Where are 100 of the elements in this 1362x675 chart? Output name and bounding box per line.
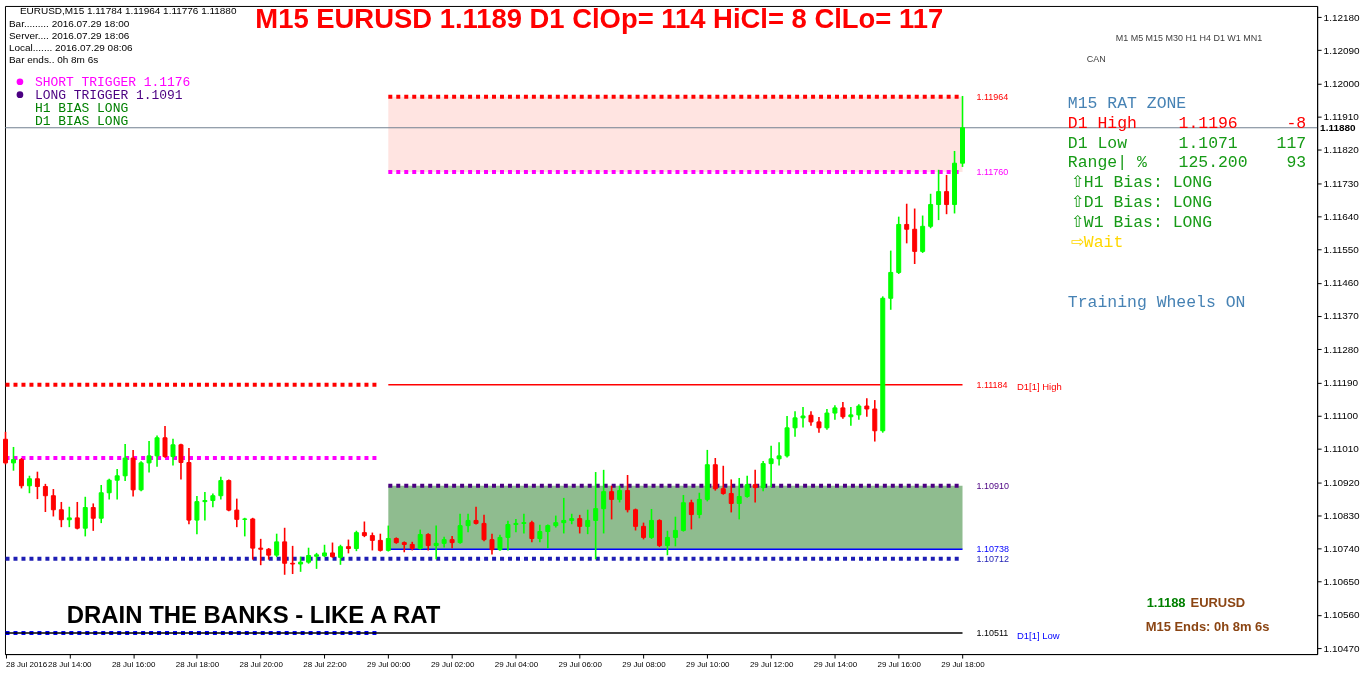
candlestick — [234, 498, 240, 528]
candlestick — [353, 530, 359, 552]
y-tick-label: 1.11820 — [1323, 144, 1360, 156]
x-tick-label: 28 Jul 2016 — [6, 659, 48, 669]
candlestick — [417, 529, 423, 550]
annotation: 93 — [1286, 153, 1307, 173]
y-tick-label: 1.10740 — [1323, 543, 1361, 554]
data-label: 1.11184 — [976, 379, 1008, 390]
candlestick — [760, 460, 766, 492]
y-tick-label: 1.11370 — [1323, 310, 1360, 322]
candlestick — [728, 479, 734, 513]
x-tick-label: 28 Jul 16:00 — [111, 659, 156, 669]
y-tick-label: 1.10650 — [1323, 576, 1361, 588]
annotation: M1 M5 M15 M30 H1 H4 D1 W1 MN1 — [1115, 32, 1263, 43]
annotation: D1 High — [1067, 113, 1137, 133]
annotation: Bar......... 2016.07.29 18:00 — [8, 17, 130, 29]
candlestick — [66, 506, 72, 528]
candlestick — [505, 520, 511, 551]
candlestick — [561, 497, 567, 534]
candlestick — [162, 425, 168, 458]
candlestick — [593, 472, 599, 560]
candlestick — [712, 458, 718, 491]
annotation: 1.1071 — [1178, 133, 1238, 153]
candlestick — [672, 516, 678, 547]
candlestick — [82, 496, 88, 537]
candlestick — [553, 515, 559, 528]
candlestick — [114, 469, 120, 500]
candlestick — [625, 475, 631, 513]
x-tick-label: 28 Jul 20:00 — [239, 659, 284, 669]
candlestick — [848, 407, 854, 426]
annotation: DRAIN THE BANKS - LIKE A RAT — [66, 601, 441, 629]
annotation: D1 Low — [1067, 133, 1128, 153]
candlestick — [648, 508, 654, 539]
candlestick — [944, 174, 950, 215]
x-tick-label: 28 Jul 22:00 — [303, 659, 348, 669]
data-label: 1.10511 — [976, 628, 1009, 639]
annotation: Bar ends.. 0h 8m 6s — [8, 53, 99, 65]
x-tick-label: 29 Jul 14:00 — [813, 659, 858, 669]
y-tick-label: 1.12090 — [1323, 44, 1361, 56]
annotation: Training Wheels ON — [1067, 293, 1246, 313]
candlestick — [633, 508, 639, 531]
candlestick — [824, 408, 830, 430]
y-tick-label: 1.10470 — [1323, 642, 1361, 654]
annotation: 1.1196 — [1178, 113, 1238, 133]
y-tick-label: 1.10830 — [1323, 509, 1361, 521]
x-tick-label: 29 Jul 12:00 — [749, 659, 794, 669]
data-label: 1.10712 — [976, 553, 1009, 564]
annotation: EURUSD,M15 1.11784 1.11964 1.11776 1.11880 — [19, 4, 237, 16]
candlestick — [170, 438, 176, 466]
candlestick — [242, 517, 248, 537]
annotation: Local....... 2016.07.29 08:06 — [8, 41, 134, 53]
annotation: ⇧W1 Bias: LONG — [1070, 213, 1213, 233]
candlestick — [752, 469, 758, 503]
y-tick-label: 1.11100 — [1323, 410, 1359, 422]
candlestick — [513, 518, 519, 533]
candlestick — [106, 478, 112, 500]
candlestick — [688, 499, 694, 530]
annotation: Server.... 2016.07.29 18:06 — [8, 29, 130, 41]
x-tick-label: 29 Jul 10:00 — [686, 659, 731, 669]
candlestick — [385, 525, 391, 552]
legend-label: SHORT TRIGGER 1.1176 — [34, 74, 191, 90]
x-tick-label: 29 Jul 16:00 — [877, 659, 922, 669]
annotation: M15 RAT ZONE — [1067, 93, 1187, 113]
annotation: EURUSD — [1190, 595, 1246, 611]
candlestick — [489, 533, 495, 555]
candlestick — [337, 544, 343, 565]
candlestick — [50, 489, 56, 517]
candlestick — [585, 509, 591, 535]
legend-label: LONG TRIGGER 1.1091 — [34, 87, 183, 103]
x-tick-label: 29 Jul 18:00 — [941, 659, 986, 669]
annotation: D1 BIAS LONG — [34, 113, 129, 129]
candlestick — [154, 435, 160, 467]
candlestick — [473, 506, 479, 525]
x-tick-label: 28 Jul 18:00 — [175, 659, 220, 669]
candlestick — [433, 525, 439, 560]
candlestick — [178, 443, 184, 480]
data-label: 1.11964 — [976, 91, 1009, 102]
candlestick — [776, 442, 782, 466]
candlestick — [936, 169, 942, 221]
y-tick-label: 1.11010 — [1323, 443, 1360, 455]
candlestick — [218, 476, 224, 500]
candlestick — [449, 535, 455, 549]
y-tick-label: 1.11730 — [1323, 177, 1360, 189]
candlestick — [481, 514, 487, 542]
annotation: 125.200 — [1178, 153, 1248, 173]
candlestick — [569, 513, 575, 525]
candlestick — [545, 524, 551, 549]
candlestick — [609, 485, 615, 520]
candlestick — [194, 496, 200, 535]
candlestick — [3, 431, 9, 465]
candlestick — [664, 530, 670, 556]
annotation: M15 Ends: 0h 8m 6s — [1145, 619, 1270, 635]
y-tick-label: 1.10560 — [1323, 609, 1361, 621]
x-tick-label: 29 Jul 00:00 — [367, 659, 412, 669]
y-tick-label: 1.11550 — [1323, 244, 1360, 256]
data-label: 1.10910 — [976, 480, 1009, 491]
y-tick-label: 1.11640 — [1323, 210, 1360, 222]
candlestick — [274, 533, 280, 558]
candlestick — [904, 203, 910, 244]
candlestick — [258, 538, 264, 566]
